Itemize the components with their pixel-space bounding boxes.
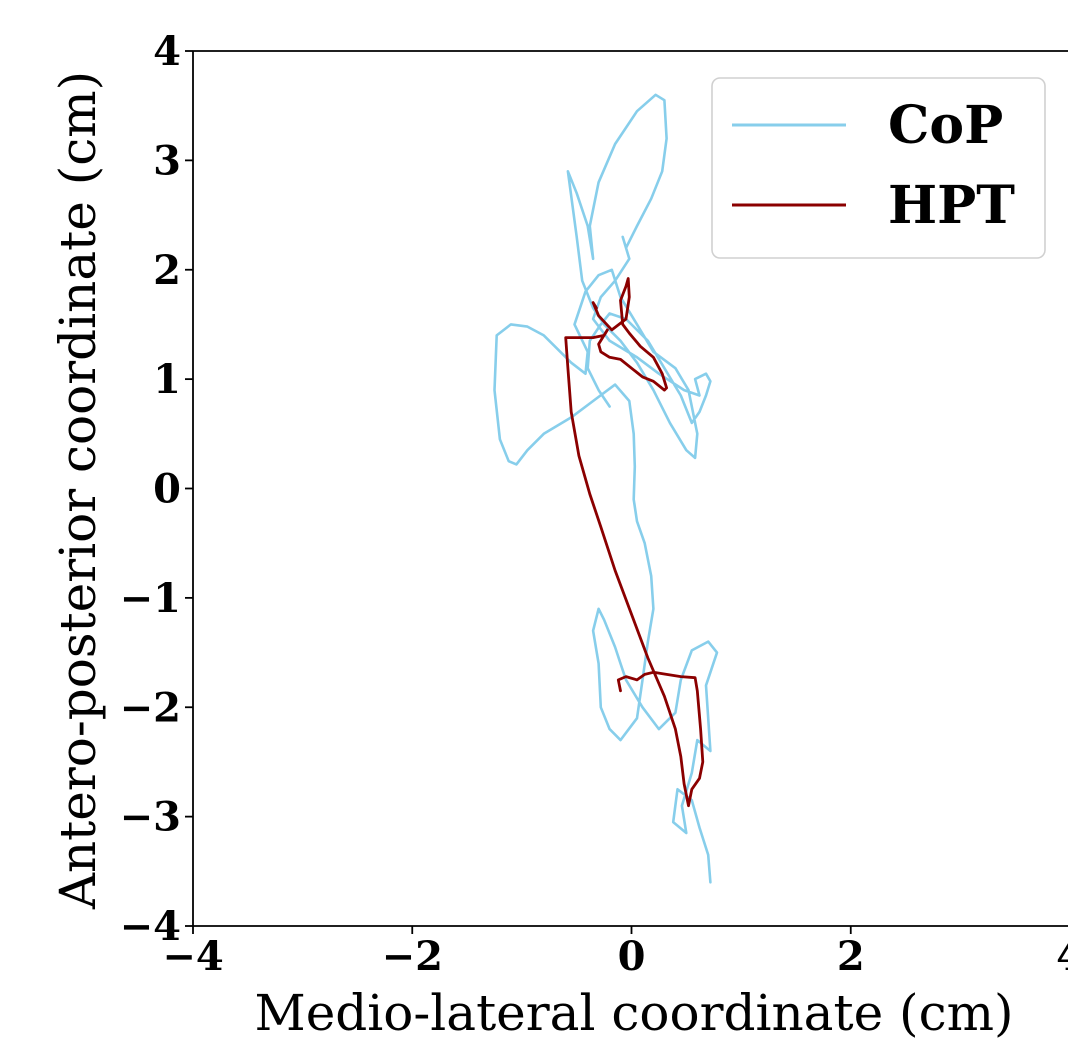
legend: CoP HPT xyxy=(711,77,1046,259)
y-tick-label: −2 xyxy=(120,684,181,731)
x-tick-label: −2 xyxy=(382,933,443,980)
y-axis-title: Antero-posterior coordinate (cm) xyxy=(49,71,107,910)
y-tick-label: 3 xyxy=(153,137,181,184)
y-tick-label: 2 xyxy=(153,247,181,294)
y-tick-label: −4 xyxy=(120,903,181,950)
ticks: −4 −3 −2 −1 0 1 2 3 4 −4 −2 0 2 4 xyxy=(120,28,1068,980)
y-tick-label: 4 xyxy=(153,28,181,75)
x-tick-label: 4 xyxy=(1056,933,1068,980)
series-line-cop xyxy=(493,93,719,884)
series-layer xyxy=(493,93,719,884)
y-tick-label: 0 xyxy=(153,466,181,513)
series-line-hpt xyxy=(564,277,705,808)
x-tick-label: −4 xyxy=(162,933,223,980)
y-tick-label: 1 xyxy=(153,356,181,403)
x-tick-label: 0 xyxy=(618,933,646,980)
legend-box xyxy=(711,77,1046,259)
legend-label-hpt: HPT xyxy=(888,175,1015,236)
x-axis-title: Medio-lateral coordinate (cm) xyxy=(255,984,1014,1042)
legend-label-cop: CoP xyxy=(888,95,1003,156)
y-tick-label: −1 xyxy=(120,575,181,622)
x-tick-label: 2 xyxy=(837,933,865,980)
y-tick-label: −3 xyxy=(120,794,181,841)
